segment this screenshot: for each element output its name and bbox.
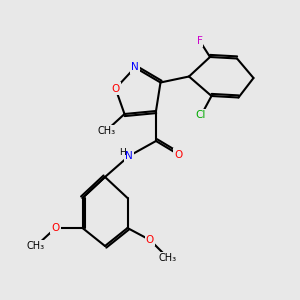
Text: F: F <box>196 35 202 46</box>
Text: CH₃: CH₃ <box>159 253 177 263</box>
Text: O: O <box>111 83 120 94</box>
Text: N: N <box>125 151 133 161</box>
Text: CH₃: CH₃ <box>27 241 45 251</box>
Text: O: O <box>146 235 154 245</box>
Text: Cl: Cl <box>196 110 206 121</box>
Text: N: N <box>131 62 139 73</box>
Text: H: H <box>119 148 126 157</box>
Text: O: O <box>51 223 60 233</box>
Text: CH₃: CH₃ <box>98 125 116 136</box>
Text: O: O <box>174 149 183 160</box>
